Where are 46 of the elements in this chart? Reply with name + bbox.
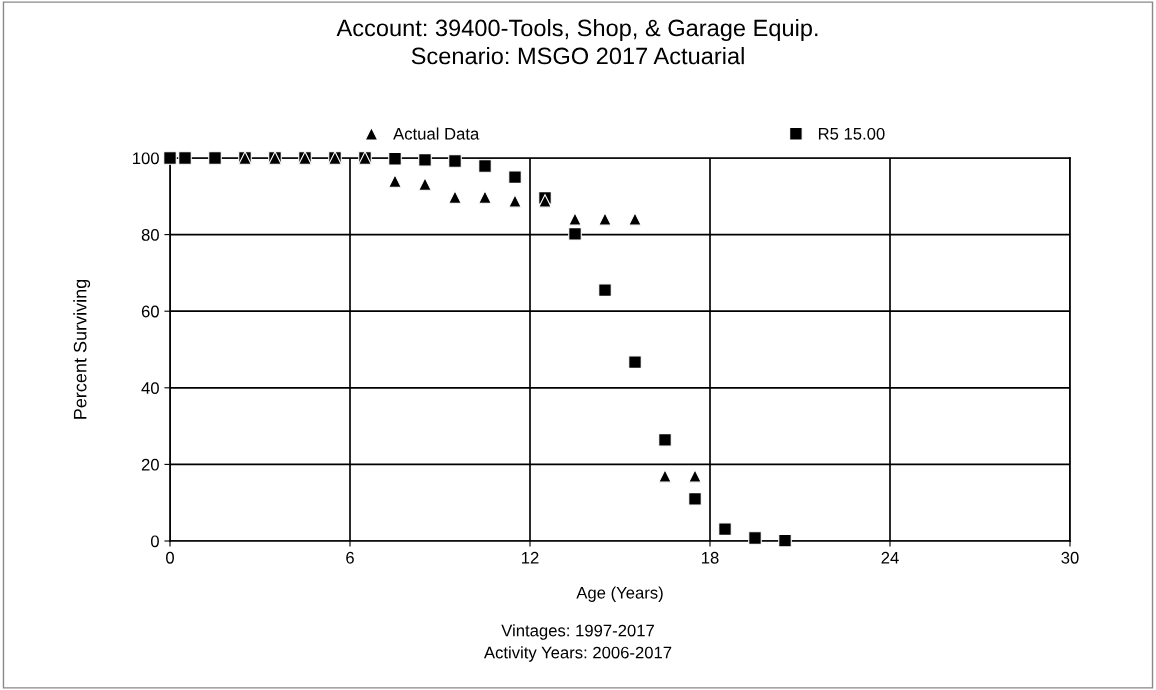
x-tick-label: 6 xyxy=(346,551,354,564)
point xyxy=(208,151,222,165)
x-tick-label: 30 xyxy=(1061,551,1079,564)
point xyxy=(508,170,522,184)
legend-label: Actual Data xyxy=(393,127,480,140)
point xyxy=(448,154,462,168)
point xyxy=(688,469,702,483)
point xyxy=(178,151,192,165)
point xyxy=(448,190,462,204)
y-tick-label: 40 xyxy=(141,382,159,394)
y-tick-label: 20 xyxy=(141,458,159,471)
point xyxy=(778,533,792,548)
legend-label: R5 15.00 xyxy=(818,127,885,140)
x-tick-label: 18 xyxy=(702,551,719,564)
point xyxy=(508,194,522,208)
point xyxy=(718,522,732,536)
y-tick-label: 100 xyxy=(133,152,159,165)
text: Vintages: 1997-2017 xyxy=(501,624,654,640)
point xyxy=(598,283,612,297)
y-tick-label: 60 xyxy=(141,305,159,318)
x-axis-title: Age (Years) xyxy=(576,586,663,602)
chart-subtitle: Scenario: MSGO 2017 Actuarial xyxy=(411,47,744,65)
point xyxy=(478,190,492,204)
text: Activity Years: 2006-2017 xyxy=(483,646,672,662)
point xyxy=(388,151,402,166)
x-tick-label: 0 xyxy=(166,551,174,564)
y-tick-label: 0 xyxy=(150,535,159,548)
point xyxy=(748,531,762,545)
chart-title: Account: 39400-Tools, Shop, & Garage Equip. xyxy=(336,19,818,42)
point xyxy=(628,355,642,369)
point xyxy=(658,469,672,483)
point xyxy=(568,212,582,226)
y-tick-label: 80 xyxy=(141,229,159,241)
point xyxy=(688,492,702,506)
point xyxy=(568,227,582,241)
point xyxy=(658,433,672,447)
point xyxy=(418,177,432,191)
point xyxy=(163,151,177,165)
x-tick-label: 24 xyxy=(881,551,899,564)
point xyxy=(478,159,492,173)
point xyxy=(628,212,642,226)
point xyxy=(388,174,402,188)
x-tick-label: 12 xyxy=(522,551,539,564)
point xyxy=(598,212,612,226)
point xyxy=(418,153,432,167)
y-axis-title: Percent Surviving xyxy=(73,279,91,419)
